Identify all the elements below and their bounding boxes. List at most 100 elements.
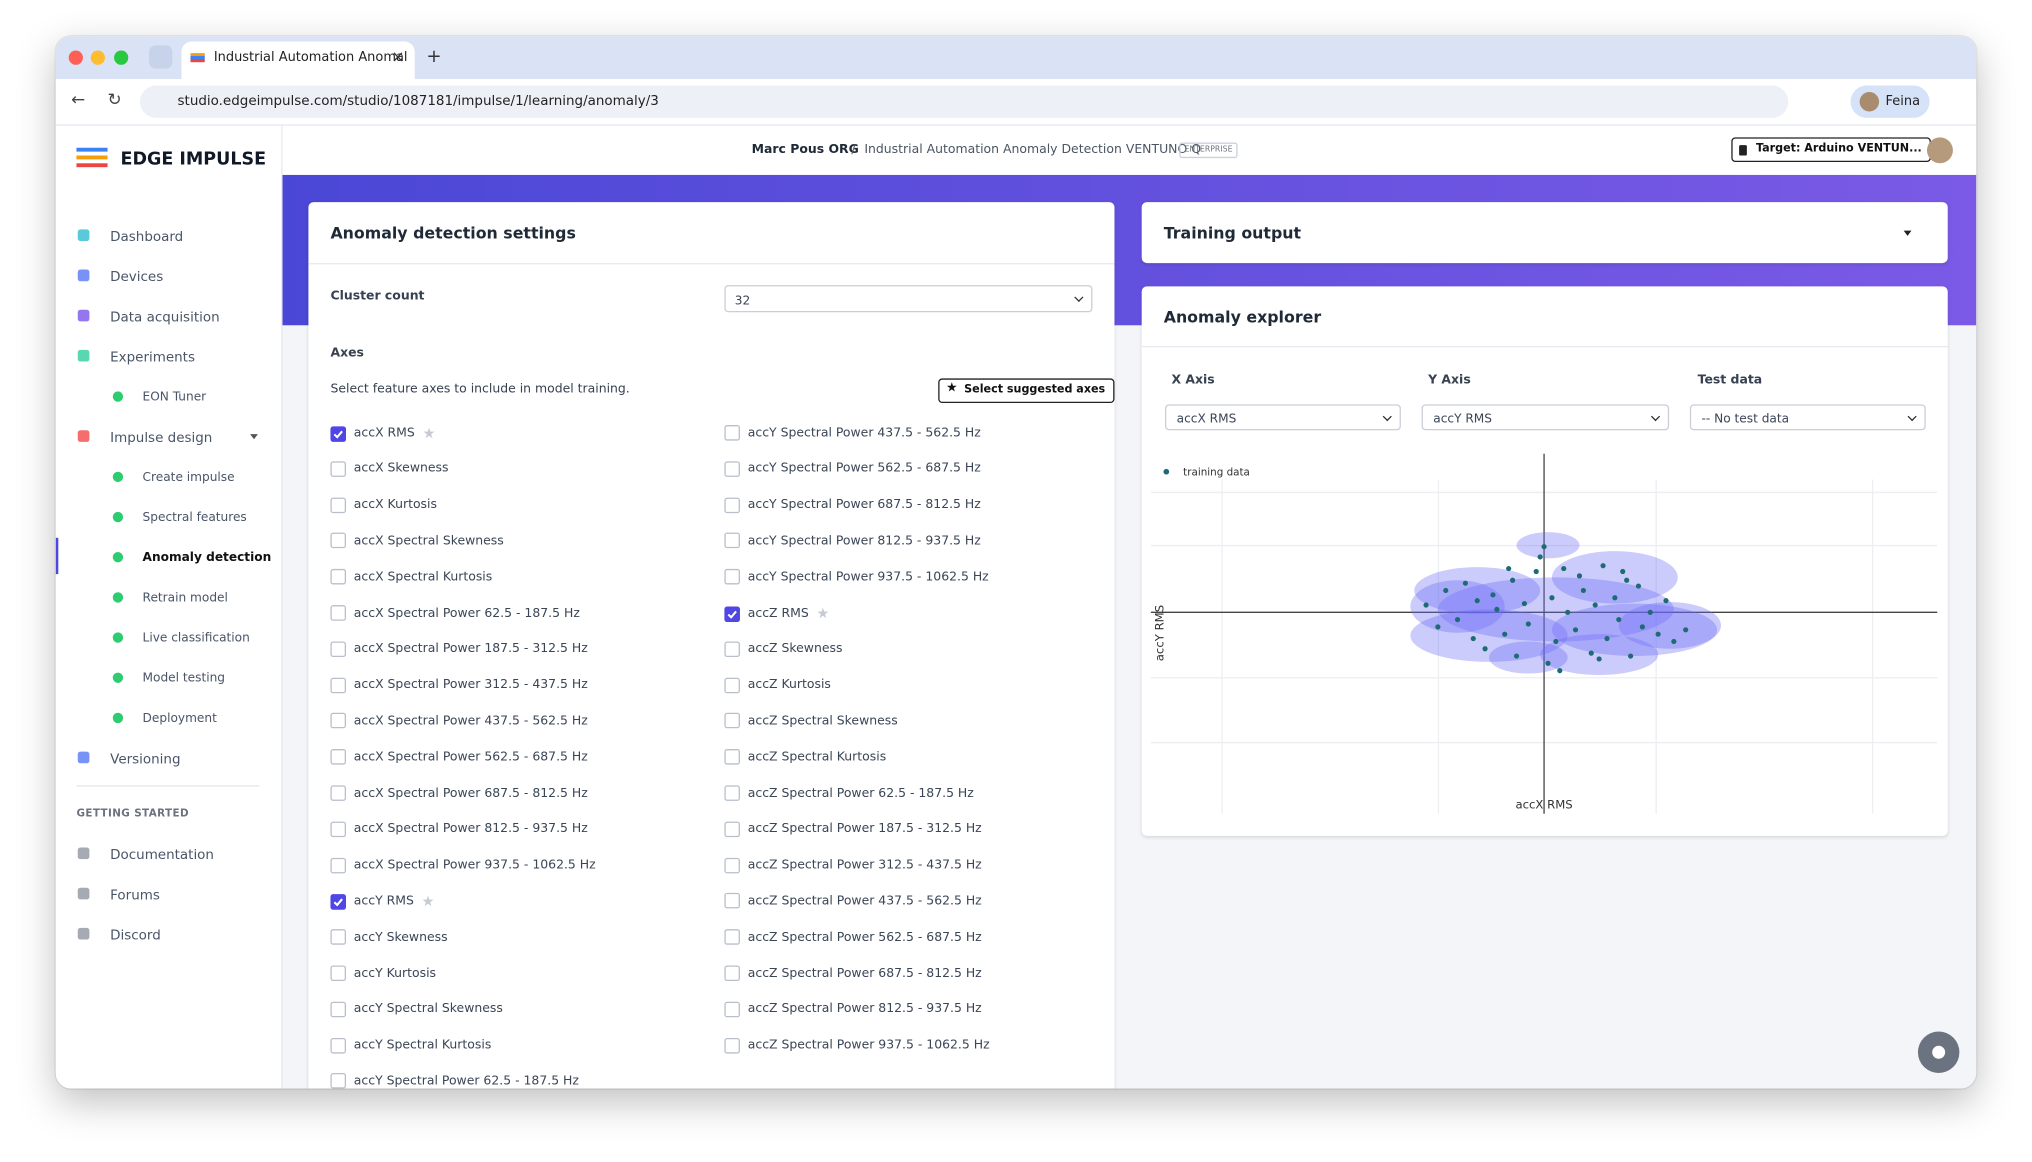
axis-option[interactable]: accZ RMS ★ — [724, 605, 829, 622]
axis-option[interactable]: accY Spectral Skewness — [330, 1001, 503, 1018]
axis-option[interactable]: accX Spectral Power 437.5 - 562.5 Hz — [330, 713, 588, 729]
sub-nav-item[interactable]: Retrain model — [142, 590, 228, 606]
checkbox[interactable] — [330, 713, 347, 729]
axis-option[interactable]: accX Skewness — [330, 461, 449, 477]
checkbox[interactable] — [330, 569, 347, 585]
axis-option[interactable]: accY Skewness — [330, 929, 448, 945]
axis-option[interactable]: accY Spectral Power 62.5 - 187.5 Hz — [330, 1073, 579, 1089]
sidebar-link[interactable]: Documentation — [110, 847, 214, 864]
checkbox[interactable] — [724, 1037, 740, 1054]
checkbox[interactable] — [330, 497, 347, 513]
checkbox[interactable] — [724, 497, 740, 513]
checkbox[interactable] — [724, 425, 740, 441]
axis-option[interactable]: accZ Spectral Power 562.5 - 687.5 Hz — [724, 929, 982, 945]
checkbox[interactable] — [330, 461, 347, 477]
axis-option[interactable]: accX Spectral Power 687.5 - 812.5 Hz — [330, 785, 588, 801]
tab-close[interactable]: × — [391, 47, 405, 67]
checkbox[interactable] — [724, 929, 740, 945]
checkbox[interactable] — [330, 857, 347, 873]
nav-item[interactable]: Impulse design — [110, 430, 213, 446]
address-bar[interactable] — [139, 85, 1789, 118]
checkbox[interactable] — [724, 641, 740, 657]
axis-option[interactable]: accZ Spectral Power 437.5 - 562.5 Hz — [724, 893, 982, 909]
nav-item[interactable]: Versioning — [110, 751, 181, 768]
org-name[interactable]: Marc Pous ORG — [751, 142, 859, 157]
checkbox[interactable] — [330, 605, 347, 621]
checkbox[interactable] — [724, 749, 740, 765]
checkbox[interactable] — [724, 893, 740, 909]
checkbox[interactable] — [330, 821, 347, 837]
sidebar-link[interactable]: Forums — [110, 887, 160, 904]
checkbox[interactable] — [330, 533, 347, 549]
checkbox[interactable] — [330, 425, 347, 442]
close-dot[interactable] — [68, 50, 83, 65]
checkbox[interactable] — [724, 965, 740, 981]
training-output-card[interactable] — [1141, 202, 1948, 264]
checkbox[interactable] — [724, 461, 740, 477]
user-avatar[interactable] — [1927, 137, 1953, 164]
y-axis-select[interactable]: accY RMS — [1421, 404, 1670, 431]
checkbox[interactable] — [330, 965, 347, 981]
checkbox[interactable] — [330, 641, 347, 657]
axis-option[interactable]: accZ Spectral Kurtosis — [724, 749, 886, 765]
checkbox[interactable] — [724, 677, 740, 693]
axis-option[interactable]: accX Spectral Power 812.5 - 937.5 Hz — [330, 821, 588, 837]
sub-nav-item[interactable]: Live classification — [142, 631, 250, 646]
minimize-dot[interactable] — [90, 50, 105, 65]
checkbox[interactable] — [724, 857, 740, 873]
axis-option[interactable]: accZ Spectral Power 62.5 - 187.5 Hz — [724, 785, 974, 801]
sub-nav-item[interactable]: Anomaly detection — [142, 550, 272, 566]
checkbox[interactable] — [330, 1073, 347, 1089]
axis-option[interactable]: accX Spectral Power 562.5 - 687.5 Hz — [330, 749, 588, 765]
axis-option[interactable]: accX Spectral Power 187.5 - 312.5 Hz — [330, 641, 588, 657]
axis-option[interactable]: accY Spectral Power 812.5 - 937.5 Hz — [724, 533, 981, 549]
maximize-dot[interactable] — [114, 50, 129, 65]
axis-option[interactable]: accY Spectral Power 687.5 - 812.5 Hz — [724, 497, 981, 513]
checkbox[interactable] — [330, 1001, 347, 1018]
back-button[interactable]: ← — [71, 90, 86, 111]
nav-item[interactable]: Data acquisition — [110, 309, 220, 326]
nav-item[interactable]: Experiments — [110, 349, 195, 366]
reload-button[interactable]: ↻ — [107, 90, 122, 111]
cluster-input[interactable]: 32 — [724, 285, 1093, 313]
axis-option[interactable]: accZ Spectral Power 937.5 - 1062.5 Hz — [724, 1037, 990, 1054]
suggest-axes-button[interactable]: Select suggested axes — [938, 378, 1115, 403]
sub-nav-item[interactable]: EON Tuner — [142, 390, 207, 405]
test-data-select[interactable]: -- No test data — [1689, 404, 1926, 431]
axis-option[interactable]: accY Spectral Kurtosis — [330, 1037, 491, 1054]
checkbox[interactable] — [724, 533, 740, 549]
checkbox[interactable] — [724, 713, 740, 729]
checkbox[interactable] — [724, 569, 740, 585]
axis-option[interactable]: accZ Kurtosis — [724, 677, 831, 693]
axis-option[interactable]: accZ Spectral Power 187.5 - 312.5 Hz — [724, 821, 982, 837]
axis-option[interactable]: accY Spectral Power 562.5 - 687.5 Hz — [724, 461, 981, 477]
axis-option[interactable]: accY RMS ★ — [330, 893, 434, 910]
axis-option[interactable]: accZ Spectral Skewness — [724, 713, 898, 729]
axis-option[interactable]: accX Spectral Power 937.5 - 1062.5 Hz — [330, 857, 596, 873]
axis-option[interactable]: accX Spectral Skewness — [330, 533, 504, 549]
checkbox[interactable] — [330, 749, 347, 765]
sub-nav-item[interactable]: Spectral features — [142, 510, 247, 525]
axis-option[interactable]: accX Spectral Power 62.5 - 187.5 Hz — [330, 605, 580, 621]
axis-option[interactable]: accZ Spectral Power 687.5 - 812.5 Hz — [724, 965, 982, 981]
axis-option[interactable]: accX Kurtosis — [330, 497, 437, 513]
axis-option[interactable]: accZ Spectral Power 812.5 - 937.5 Hz — [724, 1001, 982, 1018]
sidebar-link[interactable]: Discord — [110, 927, 161, 944]
checkbox[interactable] — [330, 1037, 347, 1054]
sub-nav-item[interactable]: Model testing — [142, 671, 226, 686]
sub-nav-item[interactable]: Create impulse — [142, 470, 235, 485]
checkbox[interactable] — [724, 605, 740, 622]
target-button[interactable]: Target: Arduino VENTUN... — [1731, 137, 1931, 162]
axis-option[interactable]: accY Kurtosis — [330, 965, 436, 981]
checkbox[interactable] — [330, 677, 347, 693]
checkbox[interactable] — [724, 821, 740, 837]
axis-option[interactable]: accZ Skewness — [724, 641, 842, 657]
axis-option[interactable]: accY Spectral Power 937.5 - 1062.5 Hz — [724, 569, 989, 585]
checkbox[interactable] — [724, 1001, 740, 1018]
expand-caret[interactable] — [1903, 230, 1912, 236]
axis-option[interactable]: accX RMS ★ — [330, 425, 435, 442]
axis-option[interactable]: accY Spectral Power 437.5 - 562.5 Hz — [724, 425, 981, 441]
axis-option[interactable]: accZ Spectral Power 312.5 - 437.5 Hz — [724, 857, 982, 873]
axis-option[interactable]: accX Spectral Power 312.5 - 437.5 Hz — [330, 677, 588, 693]
nav-item[interactable]: Devices — [110, 269, 164, 286]
